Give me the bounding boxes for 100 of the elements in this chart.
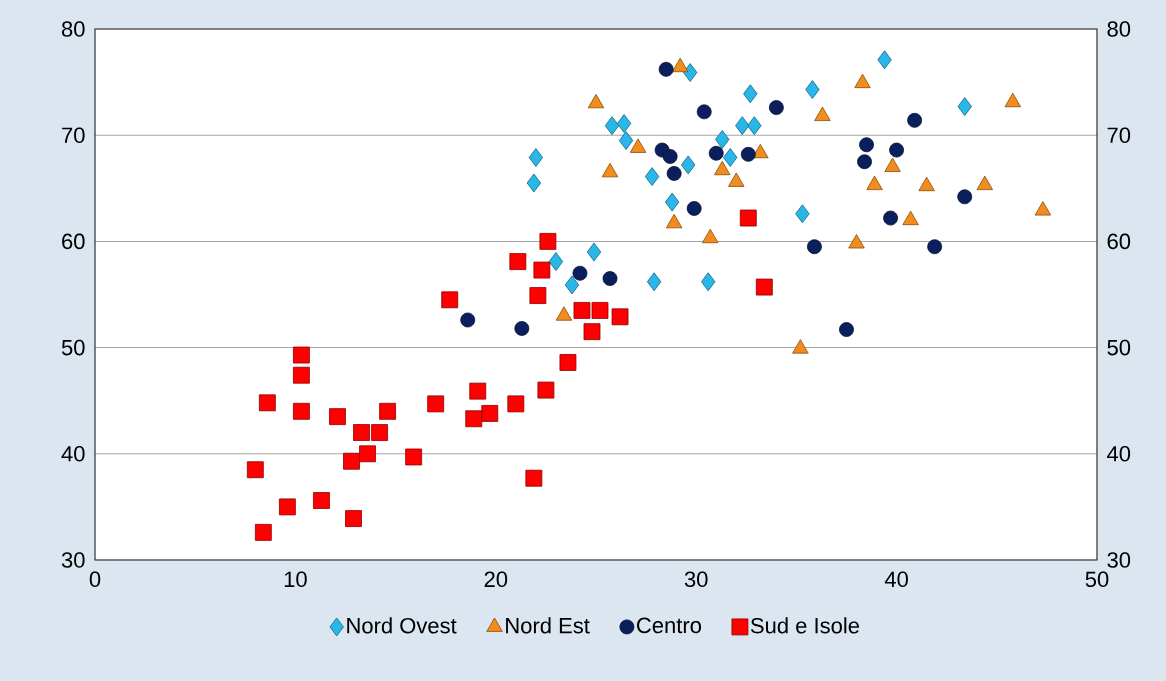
- y-tick-label: 80: [61, 21, 85, 37]
- point: [465, 410, 483, 428]
- point: [859, 137, 874, 153]
- point: [701, 272, 716, 292]
- point: [602, 271, 618, 286]
- point: [805, 80, 820, 99]
- point: [514, 321, 530, 336]
- point: [683, 63, 698, 82]
- point: [877, 50, 892, 70]
- point: [313, 492, 330, 509]
- point: [927, 239, 943, 255]
- point: [528, 148, 544, 167]
- point: [807, 239, 822, 255]
- point: [723, 148, 738, 167]
- point: [696, 104, 712, 120]
- point: [907, 112, 923, 128]
- point: [525, 469, 543, 487]
- point: [572, 265, 588, 281]
- legend-label: Sud e Isole: [750, 617, 859, 634]
- point: [537, 381, 555, 399]
- point: [681, 155, 696, 175]
- point: [343, 452, 360, 470]
- point: [616, 114, 632, 133]
- point: [329, 408, 346, 426]
- point: [405, 448, 423, 466]
- x-tick-label: 50: [1085, 571, 1109, 588]
- x-tick-label: 0: [89, 571, 101, 588]
- point: [359, 445, 376, 463]
- point: [604, 116, 620, 136]
- point: [618, 131, 634, 150]
- x-tick-label: 40: [884, 571, 908, 588]
- point: [743, 84, 758, 104]
- legend-label: Nord Est: [506, 617, 590, 634]
- legend-label: Nord Ovest: [347, 617, 457, 634]
- point: [469, 382, 487, 400]
- point: [533, 261, 551, 279]
- legend-label: Centro: [637, 617, 701, 634]
- point: [559, 354, 577, 371]
- point: [666, 166, 682, 181]
- point: [441, 291, 459, 309]
- y2-tick-label: 30: [1107, 552, 1131, 568]
- point: [735, 116, 750, 136]
- y-tick-label: 40: [61, 446, 85, 462]
- y2-tick-label: 80: [1107, 21, 1131, 37]
- point: [715, 130, 730, 149]
- y2-tick-label: 60: [1107, 233, 1131, 250]
- point: [278, 498, 296, 516]
- x-tick-label: 20: [484, 571, 508, 588]
- x-tick-label: 10: [284, 571, 307, 588]
- y2-tick-label: 70: [1107, 127, 1131, 143]
- point: [564, 275, 580, 295]
- point: [246, 461, 264, 479]
- point: [889, 142, 904, 158]
- point: [857, 154, 872, 170]
- point: [293, 366, 310, 384]
- point: [747, 116, 762, 136]
- point: [591, 302, 609, 319]
- x-tick-label: 30: [684, 571, 708, 588]
- point: [345, 510, 362, 527]
- point: [957, 189, 973, 205]
- point: [293, 346, 310, 364]
- point: [646, 272, 662, 292]
- point: [957, 97, 972, 116]
- point: [583, 323, 601, 341]
- point: [353, 424, 370, 441]
- point: [658, 61, 674, 77]
- point: [258, 394, 276, 412]
- y-tick-label: 50: [61, 339, 85, 356]
- point: [839, 322, 854, 337]
- point: [507, 395, 525, 413]
- point: [611, 308, 629, 326]
- point: [371, 424, 388, 441]
- point: [686, 201, 702, 216]
- point: [427, 395, 445, 413]
- point: [644, 167, 660, 187]
- point: [662, 149, 678, 164]
- y-tick-label: 30: [61, 552, 85, 568]
- point: [526, 173, 542, 193]
- point: [254, 523, 272, 541]
- point: [795, 204, 810, 224]
- point: [664, 192, 680, 212]
- point: [293, 402, 310, 420]
- point: [768, 100, 784, 115]
- point: [548, 252, 564, 271]
- point: [460, 312, 476, 328]
- point: [740, 146, 756, 162]
- y2-tick-label: 40: [1107, 446, 1131, 462]
- point: [481, 405, 499, 422]
- point: [379, 402, 396, 420]
- point: [539, 233, 557, 250]
- point: [573, 302, 591, 319]
- y2-tick-label: 50: [1107, 339, 1131, 356]
- y-tick-label: 60: [62, 233, 85, 250]
- point: [755, 278, 773, 296]
- point: [586, 242, 602, 262]
- point: [509, 253, 527, 270]
- point: [708, 145, 724, 161]
- y-tick-label: 70: [62, 127, 85, 143]
- point: [883, 210, 898, 226]
- point: [529, 287, 547, 304]
